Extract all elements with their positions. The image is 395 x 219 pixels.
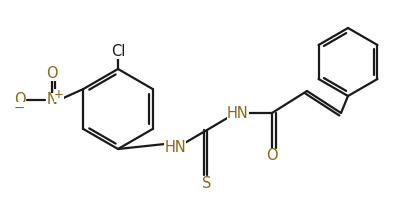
Text: HN: HN xyxy=(164,141,186,155)
Text: N: N xyxy=(47,92,57,108)
Text: O: O xyxy=(266,148,278,164)
Text: S: S xyxy=(202,175,212,191)
Text: HN: HN xyxy=(227,106,249,120)
Text: −: − xyxy=(13,101,24,115)
Text: +: + xyxy=(54,88,64,101)
Text: O: O xyxy=(46,65,58,81)
Text: Cl: Cl xyxy=(111,44,125,58)
Text: O: O xyxy=(14,92,26,108)
